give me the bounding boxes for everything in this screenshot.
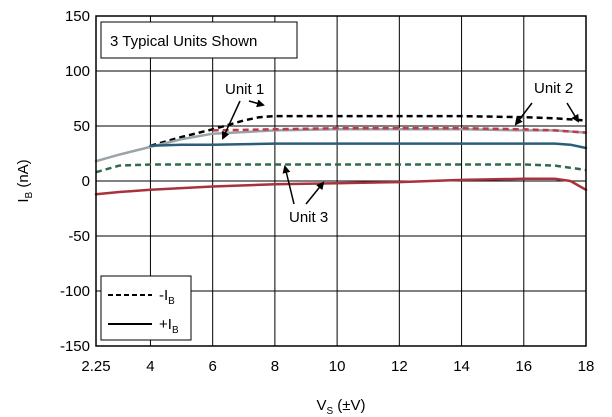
unit-3-arrow-a — [282, 165, 295, 205]
unit-2-arrow-b — [566, 102, 580, 123]
series-layer — [94, 114, 588, 196]
x-tick-label: 16 — [515, 358, 532, 375]
y-tick-label: 50 — [73, 118, 90, 135]
x-axis-title: VS (±V) — [316, 397, 365, 417]
y-tick-label: -50 — [68, 228, 90, 245]
x-tick-label: 18 — [578, 358, 595, 375]
unit-1-arrow-b — [221, 100, 241, 140]
annotation-box — [100, 21, 298, 59]
series-unit-2-plus-ib — [149, 142, 588, 150]
unit-3-label: Unit 3 — [289, 209, 328, 226]
unit-3-arrow-b — [305, 181, 325, 205]
y-tick-label: 100 — [65, 63, 90, 80]
y-tick-label: -150 — [60, 338, 90, 355]
x-tick-label: 12 — [391, 358, 408, 375]
series-unit-3-minus-ib — [95, 163, 587, 174]
unit-2-label: Unit 2 — [534, 80, 573, 97]
y-tick-label: 150 — [65, 8, 90, 25]
series-unit-3-plus-ib — [94, 177, 588, 196]
unit-1-arrow-a — [248, 99, 265, 108]
plot-frame — [95, 15, 587, 347]
series-unit-2-minus-ib — [212, 126, 587, 134]
legend-label-plus-ib: +IB — [159, 316, 179, 336]
tick-labels: 2.25 4 6 8 10 12 14 16 18 -150 -100 -50 0 50 100 150 — [60, 8, 594, 375]
unit-2-arrow-a — [514, 102, 533, 126]
x-tick-label: 4 — [146, 358, 154, 375]
x-tick-label: 2.25 — [81, 358, 110, 375]
y-tick-label: 0 — [82, 173, 90, 190]
annotation-text: 3 Typical Units Shown — [110, 33, 257, 50]
y-axis-title: IB (nA) — [15, 159, 35, 202]
unit-1-label: Unit 1 — [225, 81, 264, 98]
x-tick-label: 8 — [271, 358, 279, 375]
x-tick-label: 6 — [208, 358, 216, 375]
legend-box — [100, 275, 192, 341]
series-unit-1-minus-ib — [150, 114, 587, 148]
x-tick-label: 14 — [453, 358, 470, 375]
legend-label-minus-ib: -IB — [159, 287, 175, 307]
x-tick-label: 10 — [329, 358, 346, 375]
y-tick-label: -100 — [60, 283, 90, 300]
